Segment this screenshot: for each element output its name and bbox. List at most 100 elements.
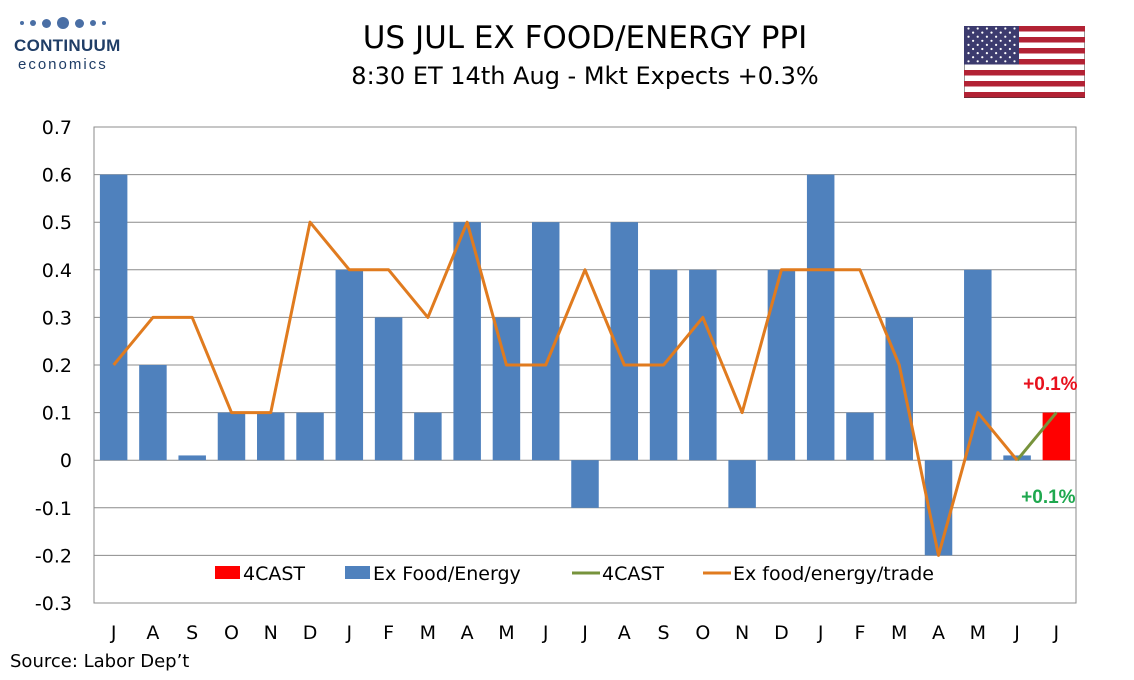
y-tick-label: 0.6: [42, 165, 72, 187]
x-tick-label: J: [1013, 622, 1020, 644]
x-tick-label: D: [303, 622, 318, 644]
x-tick-label: F: [854, 622, 865, 644]
logo-dots-icon: [20, 16, 106, 30]
series-line: [112, 220, 1019, 557]
flag-star: [1008, 31, 1011, 34]
flag-star: [999, 47, 1002, 51]
data-bar: [99, 174, 128, 461]
flag-star: [995, 35, 998, 38]
us-flag-icon: [964, 26, 1085, 98]
flag-star: [972, 47, 975, 51]
logo-name: CONTINUUM: [14, 36, 121, 55]
x-tick-label: A: [461, 622, 474, 644]
flag-star: [990, 39, 993, 42]
data-label-forecast-bar: +0.1%: [1023, 374, 1078, 395]
flag-star: [999, 56, 1002, 59]
legend-label: Ex food/energy/trade: [733, 563, 934, 585]
x-tick-label: O: [224, 622, 239, 644]
flag-star: [976, 27, 979, 30]
flag-stripes: [964, 26, 1085, 98]
flag-star: [995, 52, 998, 55]
flag-star: [1004, 27, 1007, 30]
data-bar: [296, 412, 324, 461]
legend-label: 4CAST: [243, 563, 305, 585]
flag-star: [1013, 60, 1016, 63]
x-tick-label: M: [420, 622, 436, 644]
data-bar: [846, 412, 874, 461]
flag-star: [995, 60, 998, 63]
x-tick-label: J: [581, 622, 588, 644]
x-tick-label: S: [186, 622, 198, 644]
flag-star: [981, 56, 984, 59]
data-bar: [453, 222, 481, 461]
x-tick-label: J: [542, 622, 549, 644]
data-bar: [257, 412, 285, 461]
legend-swatch-forecast-bar: [215, 566, 240, 579]
data-bar: [964, 269, 992, 461]
data-bar: [571, 460, 599, 508]
x-tick-label: J: [346, 622, 353, 644]
flag-star: [976, 35, 979, 38]
y-tick-label: 0: [60, 450, 72, 472]
flag-star: [967, 43, 970, 46]
data-label-forecast-line: +0.1%: [1021, 487, 1076, 508]
flag-star: [976, 60, 979, 63]
data-bar: [767, 269, 796, 461]
flag-star: [972, 39, 975, 42]
flag-star: [1013, 52, 1016, 55]
x-tick-label: M: [891, 622, 907, 644]
flag-star: [1013, 43, 1016, 46]
x-tick-label: A: [146, 622, 159, 644]
legend-label: 4CAST: [602, 563, 664, 585]
flag-star: [1004, 60, 1007, 63]
y-tick-label: -0.1: [35, 498, 72, 520]
x-tick-label: J: [110, 622, 117, 644]
flag-star: [1008, 47, 1011, 51]
data-bar: [1003, 455, 1031, 461]
data-bar: [374, 317, 403, 461]
data-bar: [492, 317, 521, 461]
y-tick-label: 0.3: [42, 307, 72, 329]
flag-star: [1008, 39, 1011, 42]
x-tick-label: J: [817, 622, 824, 644]
data-bar: [414, 412, 442, 461]
flag-star: [981, 31, 984, 34]
flag-star: [1004, 52, 1007, 55]
y-tick-label: 0.1: [42, 403, 72, 425]
flag-star: [999, 31, 1002, 34]
flag-star: [985, 60, 988, 63]
forecast-line: [1015, 411, 1058, 462]
flag-star: [972, 31, 975, 34]
x-tick-label: S: [658, 622, 670, 644]
flag-star: [985, 35, 988, 38]
data-bar: [689, 269, 717, 461]
flag-star: [967, 60, 970, 63]
data-bar: [335, 269, 364, 461]
flag-star: [1013, 35, 1016, 38]
flag-star: [990, 31, 993, 34]
x-tick-label: O: [695, 622, 710, 644]
flag-star: [990, 56, 993, 59]
flag-star: [995, 43, 998, 46]
flag-star: [981, 39, 984, 42]
x-tick-label: A: [618, 622, 631, 644]
flag-star: [1004, 35, 1007, 38]
flag-star: [985, 43, 988, 46]
data-bar: [178, 455, 206, 461]
flag-star: [976, 43, 979, 46]
x-tick-label: N: [735, 622, 749, 644]
flag-star: [985, 27, 988, 30]
flag-star: [967, 35, 970, 38]
x-tick-label: N: [264, 622, 278, 644]
flag-star: [1008, 56, 1011, 59]
flag-star: [981, 47, 984, 51]
flag-star: [967, 27, 970, 30]
flag-star: [990, 47, 993, 51]
data-bar: [728, 460, 756, 508]
x-tick-label: J: [1053, 622, 1060, 644]
y-tick-label: -0.2: [35, 545, 72, 567]
y-tick-label: 0.7: [42, 117, 72, 139]
flag-star: [999, 39, 1002, 42]
legend-label: Ex Food/Energy: [373, 563, 521, 585]
